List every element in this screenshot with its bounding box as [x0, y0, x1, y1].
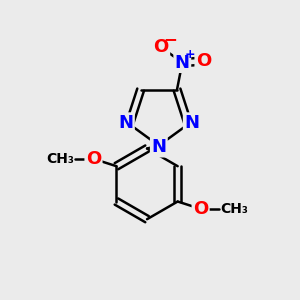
Text: O: O	[196, 52, 211, 70]
Text: O: O	[86, 150, 101, 168]
Text: O: O	[193, 200, 208, 218]
Text: O: O	[154, 38, 169, 56]
Text: N: N	[175, 54, 190, 72]
Text: CH₃: CH₃	[46, 152, 74, 166]
Text: N: N	[184, 114, 199, 132]
Text: N: N	[151, 138, 166, 156]
Text: CH₃: CH₃	[220, 202, 248, 216]
Text: N: N	[118, 114, 134, 132]
Text: −: −	[163, 30, 177, 48]
Text: +: +	[184, 48, 195, 61]
